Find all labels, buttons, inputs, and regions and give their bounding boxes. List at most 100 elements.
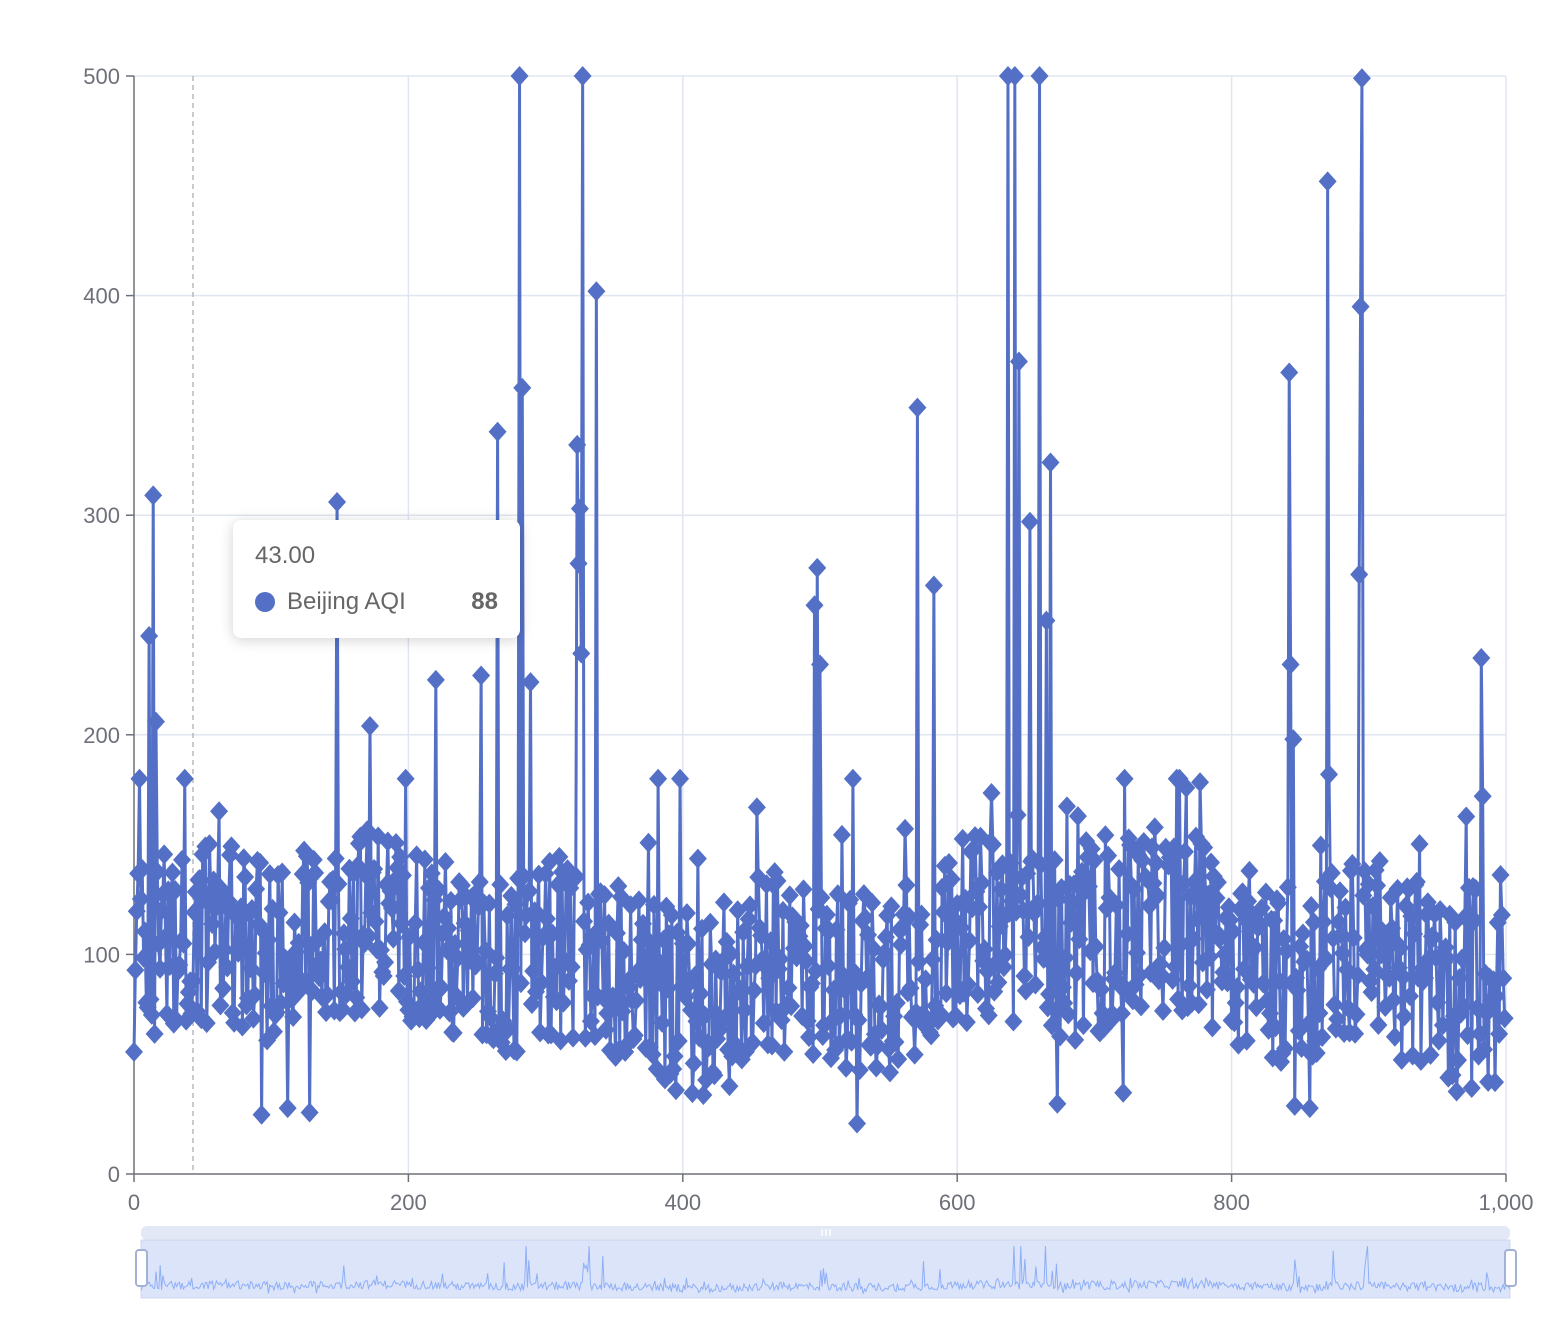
data-point <box>170 954 189 975</box>
data-point <box>1281 654 1300 675</box>
data-point <box>559 970 578 991</box>
data-point <box>1304 912 1323 933</box>
data-point <box>808 557 827 578</box>
data-point <box>1011 884 1030 905</box>
data-point <box>329 874 348 895</box>
data-point <box>1066 1029 1085 1050</box>
data-point <box>843 768 862 789</box>
data-point <box>842 1031 861 1052</box>
tooltip: 43.00 Beijing AQI 88 <box>233 520 520 638</box>
data-point <box>745 980 764 1001</box>
data-point <box>516 923 535 944</box>
data-point <box>1320 764 1339 785</box>
data-point <box>1070 929 1089 950</box>
data-point <box>234 848 253 869</box>
data-point <box>521 672 540 693</box>
data-point <box>1346 1023 1365 1044</box>
data-point <box>957 1012 976 1033</box>
data-point <box>1462 1078 1481 1099</box>
data-point <box>1402 906 1421 927</box>
x-tick-label: 600 <box>939 1190 976 1215</box>
data-point <box>662 905 681 926</box>
data-point <box>1259 1019 1278 1040</box>
data-point <box>797 951 816 972</box>
data-point <box>1207 887 1226 908</box>
data-point <box>255 962 274 983</box>
data-point <box>1300 1098 1319 1119</box>
data-point <box>964 839 983 860</box>
zoom-handle-left[interactable] <box>135 1249 148 1287</box>
data-point <box>827 919 846 940</box>
data-point <box>1322 862 1341 883</box>
data-point <box>270 902 289 923</box>
data-point <box>1184 928 1203 949</box>
data-point <box>532 972 551 993</box>
data-point <box>896 818 915 839</box>
data-point <box>882 896 901 917</box>
data-point <box>871 996 890 1017</box>
data-point <box>322 890 341 911</box>
data-point <box>1031 854 1050 875</box>
data-point <box>1362 982 1381 1003</box>
data-point <box>436 852 455 873</box>
data-point <box>506 894 525 915</box>
data-point <box>835 979 854 1000</box>
data-point <box>1255 973 1274 994</box>
data-point <box>1384 990 1403 1011</box>
data-point <box>1486 1072 1505 1093</box>
data-point <box>1154 1000 1172 1021</box>
data-point <box>695 1005 714 1026</box>
data-point <box>1005 66 1024 86</box>
data-point <box>1470 1023 1489 1044</box>
data-point <box>1405 923 1424 944</box>
data-point <box>1240 860 1259 881</box>
series-beijing-aqi[interactable] <box>125 66 1514 1134</box>
data-point <box>513 377 532 398</box>
data-point <box>140 625 159 646</box>
data-point <box>1421 1044 1440 1065</box>
zoom-handle-right[interactable] <box>1504 1249 1517 1287</box>
data-point <box>1391 937 1410 958</box>
data-point <box>289 932 308 953</box>
data-point <box>1197 979 1216 1000</box>
data-point <box>979 1005 998 1026</box>
data-point <box>875 942 894 963</box>
data-point <box>247 879 266 900</box>
data-point <box>1394 966 1413 987</box>
data-point <box>241 958 260 979</box>
data-point <box>1096 825 1115 846</box>
data-point <box>754 1013 773 1034</box>
data-point <box>1180 975 1199 996</box>
data-point <box>514 866 533 887</box>
data-point <box>1433 1015 1452 1036</box>
data-point <box>470 872 489 893</box>
data-point <box>318 984 337 1005</box>
data-point <box>1330 881 1349 902</box>
data-point <box>671 768 690 789</box>
data-point <box>233 1016 252 1037</box>
data-point <box>1287 967 1306 988</box>
data-point <box>831 1005 850 1026</box>
data-point <box>1125 879 1144 900</box>
data-point <box>374 966 393 987</box>
x-tick-label: 1,000 <box>1478 1190 1533 1215</box>
data-point <box>384 928 403 949</box>
data-point <box>1040 984 1059 1005</box>
data-point <box>686 965 705 986</box>
data-point <box>190 869 209 890</box>
data-point <box>328 492 347 513</box>
data-point <box>1265 910 1284 931</box>
data-point <box>1302 896 1321 917</box>
tooltip-value: 88 <box>471 588 498 615</box>
data-point <box>459 920 478 941</box>
data-point <box>1057 796 1076 817</box>
data-zoom-slider[interactable] <box>135 1226 1517 1299</box>
data-point <box>794 879 813 900</box>
data-point <box>614 941 633 962</box>
data-point <box>595 885 614 906</box>
data-point <box>735 1000 754 1021</box>
data-point <box>125 1041 143 1062</box>
data-point <box>679 933 698 954</box>
data-point <box>256 942 275 963</box>
data-point <box>867 1057 886 1078</box>
